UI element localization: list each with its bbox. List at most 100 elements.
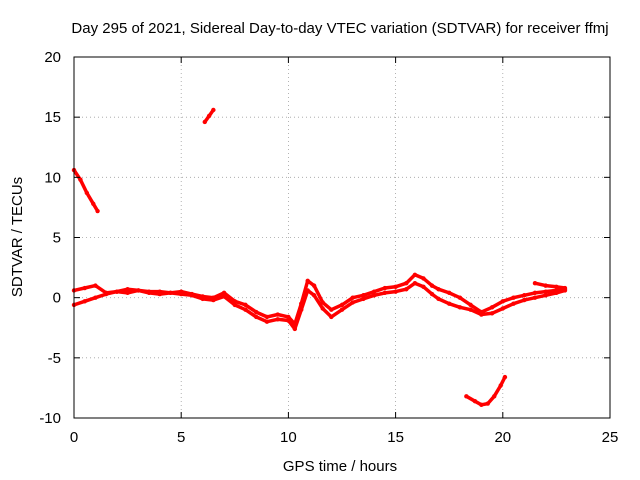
- data-point: [421, 276, 426, 281]
- data-point: [457, 305, 463, 310]
- data-point: [232, 302, 237, 308]
- data-point: [393, 284, 398, 290]
- data-point: [264, 314, 270, 320]
- y-tick-label: 20: [44, 49, 61, 66]
- data-point: [125, 287, 130, 292]
- data-point: [492, 394, 497, 399]
- data-point: [500, 299, 505, 304]
- data-point: [243, 307, 248, 312]
- data-point: [339, 302, 345, 308]
- y-tick-label: 5: [53, 230, 61, 247]
- data-point: [311, 293, 317, 298]
- data-point: [91, 201, 96, 207]
- data-point: [320, 300, 325, 305]
- data-point: [243, 302, 248, 308]
- data-point: [464, 394, 469, 399]
- data-point: [543, 283, 548, 288]
- data-point: [522, 297, 527, 303]
- data-point: [299, 307, 304, 312]
- data-point: [511, 295, 516, 300]
- data-point: [305, 278, 310, 284]
- data-point: [532, 290, 538, 296]
- data-point: [532, 295, 538, 300]
- data-point: [311, 283, 317, 288]
- data-point: [211, 297, 216, 303]
- data-point: [320, 306, 325, 311]
- data-point: [554, 284, 559, 290]
- data-point: [221, 294, 227, 299]
- data-point: [554, 290, 559, 296]
- x-axis-label: GPS time / hours: [283, 458, 397, 475]
- data-point: [522, 293, 527, 298]
- data-point: [93, 283, 98, 288]
- data-point: [200, 296, 205, 302]
- data-point: [543, 293, 548, 298]
- series-line-late-segment: [533, 281, 567, 290]
- data-point: [84, 190, 90, 196]
- data-point: [421, 284, 426, 290]
- data-point: [404, 287, 409, 292]
- x-tick-label: 0: [70, 429, 78, 446]
- y-tick-label: -10: [39, 410, 61, 427]
- y-tick-label: 15: [44, 109, 61, 126]
- data-point: [221, 290, 227, 296]
- data-point: [436, 296, 441, 302]
- data-point: [350, 295, 355, 300]
- data-point: [361, 296, 366, 302]
- data-point: [95, 208, 100, 214]
- data-point: [146, 290, 152, 296]
- data-point: [479, 402, 484, 407]
- data-point: [489, 305, 495, 310]
- data-point: [264, 319, 270, 324]
- data-point: [511, 301, 516, 306]
- data-point: [202, 119, 207, 125]
- x-tick-label: 10: [280, 429, 297, 446]
- data-point: [82, 285, 87, 291]
- data-point: [500, 306, 505, 311]
- data-point: [179, 291, 184, 297]
- data-point: [286, 314, 291, 320]
- data-point: [562, 285, 568, 291]
- data-point: [468, 307, 473, 312]
- data-point: [254, 309, 259, 315]
- data-point: [103, 291, 109, 297]
- data-point: [305, 288, 310, 293]
- x-tick-label: 25: [602, 429, 619, 446]
- data-point: [125, 290, 130, 296]
- x-tick-label: 20: [494, 429, 511, 446]
- data-point: [479, 312, 484, 317]
- y-axis: -10 -5 0 5 10 15 20: [39, 49, 610, 427]
- data-point: [78, 177, 83, 182]
- x-axis: 0 5 10 15 20 25: [70, 57, 619, 446]
- y-tick-label: 0: [53, 290, 61, 307]
- y-tick-label: 10: [44, 169, 61, 186]
- y-axis-label: SDTVAR / TECUs: [9, 177, 26, 297]
- data-point: [532, 281, 538, 286]
- data-point: [286, 318, 291, 323]
- data-point: [168, 290, 173, 296]
- data-point: [393, 289, 398, 294]
- data-point: [371, 293, 377, 298]
- data-point: [254, 314, 259, 320]
- data-point: [136, 288, 141, 293]
- data-point: [447, 290, 452, 296]
- data-point: [82, 299, 87, 304]
- data-point: [489, 311, 495, 316]
- data-point: [485, 401, 490, 406]
- data-point: [292, 326, 298, 332]
- data-point: [457, 295, 463, 300]
- data-point: [436, 287, 441, 292]
- data-point: [206, 113, 212, 119]
- data-point: [329, 307, 334, 312]
- data-point: [404, 281, 409, 286]
- data-point: [329, 314, 334, 320]
- series-line-lower-segment: [464, 375, 507, 407]
- plot-data: [71, 107, 568, 407]
- data-point: [429, 283, 435, 288]
- data-point: [114, 289, 120, 294]
- data-point: [447, 301, 452, 306]
- x-tick-label: 5: [177, 429, 185, 446]
- data-point: [211, 107, 216, 113]
- y-tick-label: -5: [48, 350, 61, 367]
- data-point: [189, 293, 195, 298]
